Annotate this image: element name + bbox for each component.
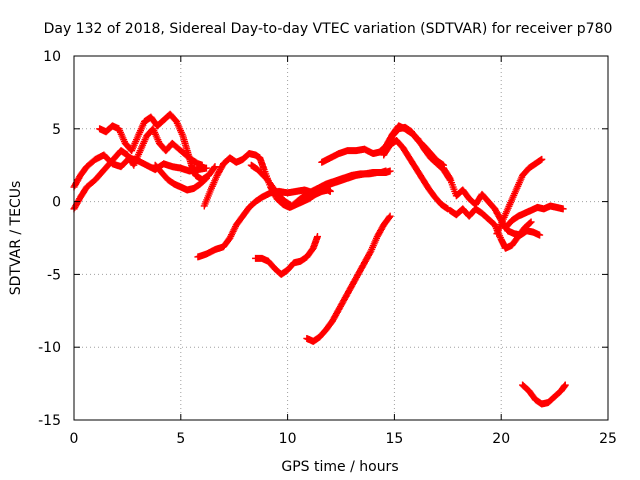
y-axis-label: SDTVAR / TECUs [8,181,24,296]
x-tick-label: 25 [599,431,617,447]
chart-title: Day 132 of 2018, Sidereal Day-to-day VTE… [44,21,613,37]
data-point-markers [303,212,394,345]
series-track-8 [252,233,322,278]
series-track-9 [303,212,394,345]
data-point-markers [151,161,210,194]
x-tick-label: 5 [176,431,185,447]
y-tick-label: 0 [52,195,61,211]
y-tick-label: 10 [43,49,61,65]
data-point-markers [194,167,390,261]
x-axis-label: GPS time / hours [281,459,398,475]
x-axis-ticks: 0 5 10 15 20 25 [70,56,617,447]
plot-frame [73,55,609,421]
y-axis-ticks: -15 -10 -5 0 5 10 [38,49,608,429]
data-series [70,110,569,408]
data-point-markers [380,136,452,213]
data-point-markers [519,381,569,408]
y-tick-label: -5 [47,267,61,283]
series-track-12 [380,136,452,213]
series-track-15 [501,202,567,232]
series-track-7 [194,167,390,261]
series-track-4 [151,161,210,194]
x-tick-label: 0 [70,431,79,447]
grid-lines [74,56,608,420]
data-point-markers [501,202,567,232]
data-point-markers [252,233,322,278]
x-tick-label: 20 [492,431,510,447]
y-tick-label: 5 [52,122,61,138]
y-tick-label: -15 [38,413,61,429]
x-tick-label: 10 [279,431,297,447]
series-track-17 [519,381,569,408]
y-tick-label: -10 [38,340,61,356]
x-tick-label: 15 [385,431,403,447]
data-point-markers [493,155,546,238]
series-track-16 [493,155,546,238]
